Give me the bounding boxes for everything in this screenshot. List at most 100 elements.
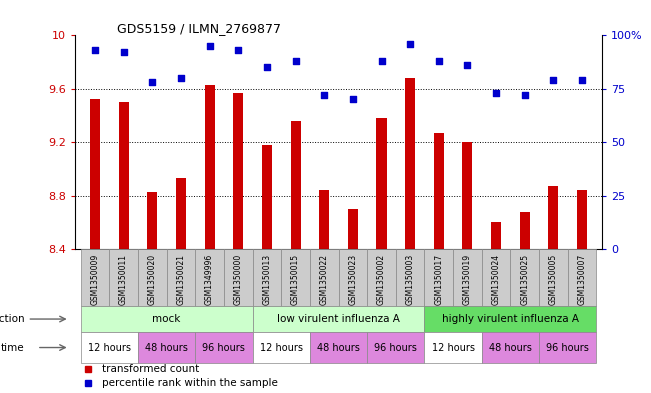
Point xyxy=(290,58,301,64)
Point xyxy=(348,96,358,103)
Text: GSM1350011: GSM1350011 xyxy=(119,253,128,305)
Bar xyxy=(405,78,415,249)
Bar xyxy=(195,249,224,306)
Point xyxy=(577,77,587,83)
Text: GSM1350007: GSM1350007 xyxy=(577,253,587,305)
Text: 12 hours: 12 hours xyxy=(432,343,475,353)
Text: GSM1350015: GSM1350015 xyxy=(291,253,300,305)
Bar xyxy=(310,249,339,306)
Bar xyxy=(281,249,310,306)
Bar xyxy=(568,249,596,306)
Text: GSM1350024: GSM1350024 xyxy=(492,253,501,305)
Bar xyxy=(109,249,138,306)
Text: mock: mock xyxy=(152,314,181,324)
Bar xyxy=(482,249,510,306)
Bar xyxy=(253,249,281,306)
Text: 48 hours: 48 hours xyxy=(145,343,188,353)
Bar xyxy=(367,332,424,363)
Text: highly virulent influenza A: highly virulent influenza A xyxy=(442,314,579,324)
Bar xyxy=(138,249,167,306)
Bar xyxy=(396,249,424,306)
Text: 96 hours: 96 hours xyxy=(374,343,417,353)
Bar xyxy=(81,249,109,306)
Point xyxy=(262,64,272,71)
Text: GDS5159 / ILMN_2769877: GDS5159 / ILMN_2769877 xyxy=(117,22,281,35)
Text: 48 hours: 48 hours xyxy=(317,343,360,353)
Text: GSM1350003: GSM1350003 xyxy=(406,253,415,305)
Bar xyxy=(262,145,272,249)
Text: transformed count: transformed count xyxy=(102,364,200,374)
Point xyxy=(491,90,501,96)
Bar xyxy=(81,306,253,332)
Point xyxy=(434,58,444,64)
Point xyxy=(462,62,473,68)
Text: GSM1350019: GSM1350019 xyxy=(463,253,472,305)
Bar xyxy=(138,332,195,363)
Bar xyxy=(424,332,482,363)
Bar xyxy=(90,99,100,249)
Bar xyxy=(233,93,243,249)
Bar xyxy=(434,133,444,249)
Bar xyxy=(539,332,596,363)
Bar xyxy=(462,142,473,249)
Point xyxy=(147,79,158,86)
Point xyxy=(118,49,129,55)
Bar xyxy=(310,332,367,363)
Bar xyxy=(424,306,596,332)
Point xyxy=(405,41,415,47)
Bar xyxy=(491,222,501,249)
Bar xyxy=(147,192,158,249)
Bar xyxy=(510,249,539,306)
Text: 48 hours: 48 hours xyxy=(489,343,532,353)
Bar xyxy=(118,102,129,249)
Text: GSM1350025: GSM1350025 xyxy=(520,253,529,305)
Text: GSM1350013: GSM1350013 xyxy=(262,253,271,305)
Text: 12 hours: 12 hours xyxy=(260,343,303,353)
Text: GSM1350021: GSM1350021 xyxy=(176,253,186,305)
Bar xyxy=(453,249,482,306)
Bar xyxy=(424,249,453,306)
Text: GSM1350017: GSM1350017 xyxy=(434,253,443,305)
Text: percentile rank within the sample: percentile rank within the sample xyxy=(102,378,278,388)
Text: time: time xyxy=(1,343,25,353)
Text: 96 hours: 96 hours xyxy=(202,343,245,353)
Text: infection: infection xyxy=(0,314,25,324)
Text: GSM1350009: GSM1350009 xyxy=(90,253,100,305)
Bar xyxy=(195,332,253,363)
Bar xyxy=(339,249,367,306)
Text: GSM1350002: GSM1350002 xyxy=(377,253,386,305)
Bar xyxy=(167,249,195,306)
Point xyxy=(319,92,329,98)
Text: GSM1350005: GSM1350005 xyxy=(549,253,558,305)
Text: GSM1350022: GSM1350022 xyxy=(320,253,329,305)
Bar xyxy=(539,249,568,306)
Text: low virulent influenza A: low virulent influenza A xyxy=(277,314,400,324)
Point xyxy=(233,47,243,53)
Bar xyxy=(376,118,387,249)
Bar xyxy=(348,209,358,249)
Text: GSM1350020: GSM1350020 xyxy=(148,253,157,305)
Bar xyxy=(204,85,215,249)
Bar xyxy=(367,249,396,306)
Bar xyxy=(290,121,301,249)
Point xyxy=(176,75,186,81)
Bar xyxy=(176,178,186,249)
Bar xyxy=(81,332,138,363)
Text: 12 hours: 12 hours xyxy=(88,343,131,353)
Point xyxy=(376,58,387,64)
Text: GSM1349996: GSM1349996 xyxy=(205,253,214,305)
Bar xyxy=(319,190,329,249)
Bar xyxy=(224,249,253,306)
Bar xyxy=(519,211,530,249)
Point xyxy=(519,92,530,98)
Bar xyxy=(253,332,310,363)
Point xyxy=(90,47,100,53)
Text: 96 hours: 96 hours xyxy=(546,343,589,353)
Point xyxy=(204,43,215,49)
Bar xyxy=(253,306,424,332)
Bar xyxy=(577,190,587,249)
Text: GSM1350000: GSM1350000 xyxy=(234,253,243,305)
Bar xyxy=(548,186,559,249)
Bar xyxy=(482,332,539,363)
Text: GSM1350023: GSM1350023 xyxy=(348,253,357,305)
